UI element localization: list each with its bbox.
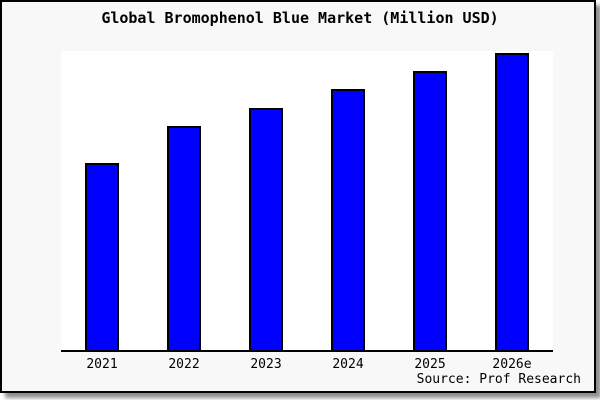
chart-frame: Global Bromophenol Blue Market (Million … [0,0,596,393]
chart-title: Global Bromophenol Blue Market (Million … [101,9,499,27]
x-tick-label: 2021 [86,357,118,372]
x-tick-label: 2023 [250,357,282,372]
x-axis-labels: 2021 2022 2023 2024 2025 2026e [2,357,600,373]
bar [331,89,365,350]
x-tick-label: 2026e [492,357,532,372]
source-note: Source: Prof Research [416,372,581,387]
x-tick-label: 2024 [332,357,364,372]
bar [85,163,119,350]
bar [249,108,283,350]
x-tick-label: 2022 [168,357,200,372]
bar [495,53,529,350]
bar [413,71,447,350]
bar [167,126,201,350]
x-tick-label: 2025 [414,357,446,372]
plot-area [61,51,553,352]
